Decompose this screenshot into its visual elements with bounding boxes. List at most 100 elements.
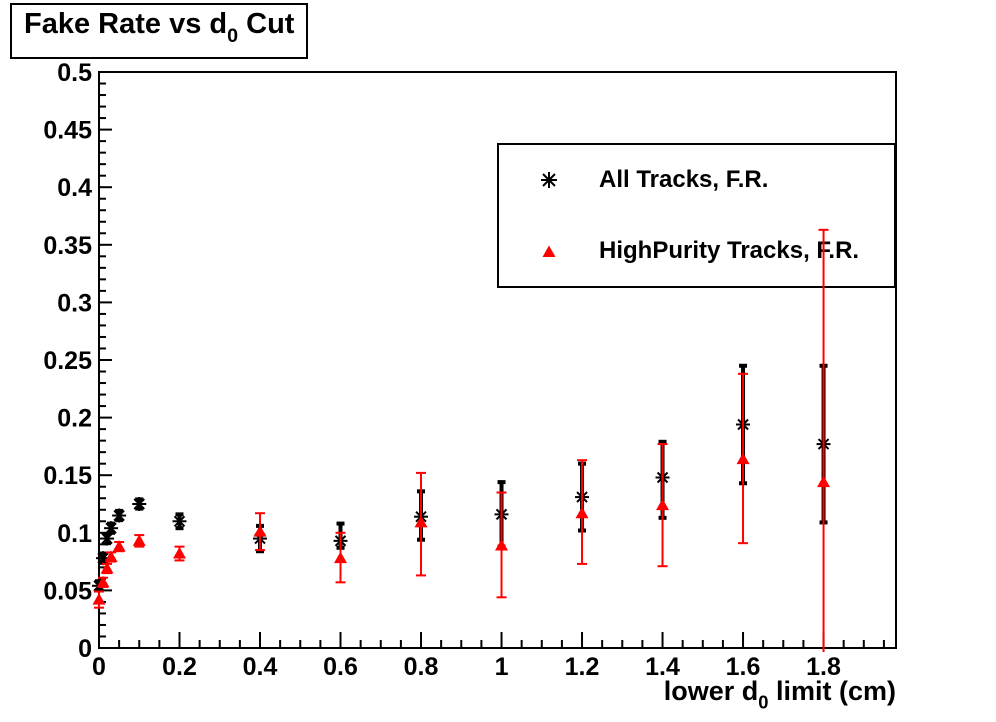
legend-marker-cell: [499, 165, 599, 195]
triangle-marker-icon: [253, 525, 267, 537]
triangle-marker-icon: [495, 538, 509, 551]
y-axis: 0 0.05 0.1 0.15 0.2 0.25 0.3 0.35 0.4 0.45 0.5: [43, 59, 112, 663]
y-tick-label: 0.35: [43, 232, 92, 260]
plot-frame: [98, 71, 897, 649]
triangle-marker-icon: [414, 515, 428, 528]
triangle-marker-icon: [542, 245, 556, 257]
line: [113, 509, 125, 522]
legend-label-all-tracks: All Tracks, F.R.: [599, 166, 769, 194]
error-bar-cap-bottom: [577, 562, 588, 565]
chart-title-box: Fake Rate vs d0 Cut: [10, 3, 309, 59]
x-tick-label: 0.8: [404, 653, 439, 681]
triangle-marker-icon: [575, 506, 589, 519]
y-tick-label: 0.4: [57, 174, 92, 202]
error-bar-cap-top: [416, 471, 427, 474]
x-tick-label: 1.8: [806, 653, 841, 681]
error-bar-cap-bottom: [496, 596, 507, 599]
triangle-marker-icon: [92, 593, 106, 605]
x-tick-label: 1: [495, 653, 509, 681]
series-highpurity-tracks: [92, 228, 831, 652]
error-bar-cap-top: [94, 590, 104, 593]
error-bar-cap-bottom: [657, 565, 668, 568]
error-bar-cap-bottom: [94, 606, 104, 609]
x-tick-label: 1.4: [645, 653, 680, 681]
y-tick-label: 0.05: [43, 577, 92, 605]
line: [133, 498, 145, 510]
triangle-marker-icon: [656, 498, 670, 511]
legend-row-all-tracks: All Tracks, F.R.: [499, 145, 894, 216]
x-tick-label: 0: [92, 653, 106, 681]
star-marker-icon: [541, 172, 557, 189]
y-tick-label: 0.15: [43, 462, 92, 490]
error-bar-cap-bottom: [174, 559, 185, 562]
y-tick-label: 0.45: [43, 117, 92, 145]
x-axis-title-suffix: limit (cm): [768, 676, 896, 706]
triangle-marker-icon: [100, 562, 114, 574]
y-tick-label: 0.1: [57, 520, 92, 548]
x-tick-label: 1.6: [726, 653, 761, 681]
x-axis: 0 0.2 0.4 0.6 0.8 1 1.2 1.4 1.6 1.8: [92, 632, 885, 681]
star-marker-icon: [112, 508, 127, 523]
error-bar-cap-top: [174, 545, 185, 548]
chart-title-text: Fake Rate vs d: [24, 8, 228, 40]
triangle-marker-icon: [96, 575, 110, 588]
star-marker-icon: [541, 172, 557, 189]
error-bar-cap-bottom: [256, 549, 265, 554]
legend-row-highpurity-tracks: HighPurity Tracks, F.R.: [499, 216, 894, 287]
y-tick-label: 0.2: [57, 405, 92, 433]
line: [173, 515, 186, 527]
error-bar-cap-top: [658, 439, 667, 444]
x-tick-label: 0.4: [243, 653, 278, 681]
line: [105, 522, 117, 534]
error-bar-cap-bottom: [738, 542, 749, 545]
error-bar-cap-bottom: [416, 574, 427, 577]
error-bar-cap-bottom: [134, 545, 145, 548]
star-marker-icon: [104, 521, 119, 536]
chart-title-suffix: Cut: [238, 8, 295, 40]
x-axis-title-text: lower d: [663, 676, 759, 706]
series-all-tracks: [92, 363, 831, 593]
error-bar-cap-top: [336, 521, 345, 526]
error-bar-cap-bottom: [335, 581, 346, 584]
legend: All Tracks, F.R. HighPurity Tracks, F.R.: [497, 143, 896, 288]
error-bar-cap-top: [657, 443, 668, 446]
y-tick-label: 0.3: [57, 289, 92, 317]
triangle-marker-icon: [104, 550, 118, 562]
x-axis-title: lower d0 limit (cm): [664, 676, 896, 713]
error-bar-cap-top: [497, 480, 506, 485]
triangle-marker-icon: [132, 534, 146, 546]
y-tick-label: 0: [78, 635, 92, 663]
error-bar-cap-top: [496, 491, 507, 494]
triangle-marker-icon: [334, 551, 348, 564]
triangle-marker-icon: [542, 245, 556, 257]
x-tick-label: 1.2: [565, 653, 600, 681]
error-bar-cap-top: [335, 531, 346, 534]
star-marker-icon: [100, 531, 115, 546]
error-bar-cap-top: [255, 512, 266, 515]
chart-title-subscript: 0: [227, 24, 239, 47]
line: [542, 173, 556, 187]
x-axis-title-subscript: 0: [758, 691, 769, 713]
legend-label-highpurity-tracks: HighPurity Tracks, F.R.: [599, 236, 860, 264]
error-bar-cap-bottom: [255, 549, 266, 552]
y-tick-label: 0.5: [57, 59, 92, 87]
error-bar-cap-top: [818, 228, 829, 231]
triangle-marker-icon: [817, 475, 831, 488]
error-bar-cap-top: [739, 363, 748, 368]
line: [97, 552, 109, 564]
star-marker-icon: [172, 514, 187, 529]
legend-marker-cell: [499, 236, 599, 266]
triangle-marker-icon: [736, 452, 750, 465]
y-tick-label: 0.25: [43, 347, 92, 375]
star-marker-icon: [132, 497, 147, 511]
error-bar-cap-top: [577, 459, 588, 462]
error-bar-cap-top: [738, 372, 749, 375]
triangle-marker-icon: [173, 547, 187, 559]
data-point: [818, 228, 829, 652]
line: [101, 532, 113, 545]
triangle-marker-icon: [112, 540, 126, 552]
x-tick-label: 0.6: [323, 653, 358, 681]
x-tick-label: 0.2: [162, 653, 197, 681]
